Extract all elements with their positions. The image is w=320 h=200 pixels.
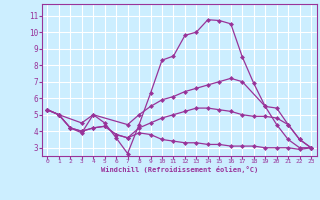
- X-axis label: Windchill (Refroidissement éolien,°C): Windchill (Refroidissement éolien,°C): [100, 166, 258, 173]
